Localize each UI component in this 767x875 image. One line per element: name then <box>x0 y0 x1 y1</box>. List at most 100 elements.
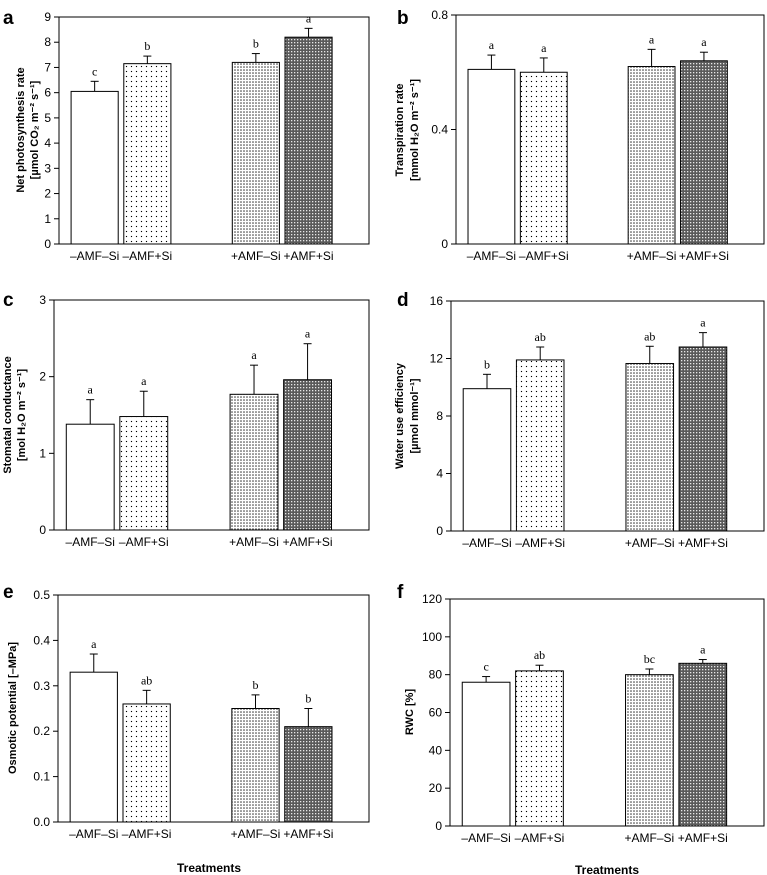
significance-letter: a <box>251 348 257 362</box>
category-label: +AMF+Si <box>283 827 333 841</box>
y-tick-label: 20 <box>429 781 443 795</box>
y-axis-label-line2: [µmol mmol⁻¹] <box>409 378 421 453</box>
plot-area: 0.0 0.1 0.2 0.3 0.4 0.5 a –AMF–Si ab –AMF+Si b +AMF… <box>33 588 370 841</box>
bar <box>119 416 169 531</box>
significance-letter: ab <box>141 673 152 687</box>
y-tick-label: 6 <box>44 86 51 100</box>
y-axis-label-line1: Stomatal conductance <box>2 356 14 473</box>
plot-frame <box>57 594 370 823</box>
y-tick-label: 16 <box>430 294 444 308</box>
significance-letter: a <box>88 383 94 397</box>
y-axis-label: RWC [%] <box>404 689 416 736</box>
panel-letter-a: a <box>3 8 14 29</box>
significance-letter: bc <box>644 652 655 666</box>
significance-letter: a <box>541 41 547 55</box>
y-tick-label: 60 <box>429 706 443 720</box>
bar <box>231 708 280 823</box>
y-axis-label-line1: Water use efficiency <box>394 362 406 469</box>
y-tick-label: 0 <box>441 237 448 251</box>
panel-c: c Stomatal conductance [mol H₂O m⁻² s⁻¹]… <box>2 290 370 549</box>
y-tick-label: 40 <box>429 743 443 757</box>
category-label: +AMF+Si <box>679 249 729 263</box>
bar <box>678 346 728 532</box>
panel-a: a Net photosynthesis rate [µmol CO₂ m⁻² … <box>3 8 370 263</box>
significance-letter: a <box>305 327 311 341</box>
y-tick-label: 8 <box>436 409 443 423</box>
plot-area: 0 0.4 0.8 a –AMF–Si a –AMF+Si a +AMF–Si a +AMF+Si <box>431 8 765 263</box>
y-tick-label: 12 <box>430 352 444 366</box>
y-tick-label: 80 <box>429 668 443 682</box>
significance-letter: b <box>252 678 258 692</box>
bar <box>680 60 728 245</box>
bar <box>284 36 333 245</box>
y-tick-label: 5 <box>44 111 51 125</box>
y-tick-label: 0 <box>436 524 443 538</box>
bar <box>231 61 280 245</box>
y-tick-label: 4 <box>44 136 51 150</box>
category-label: –AMF–Si <box>467 249 516 263</box>
y-axis-label-line1: Transpiration rate <box>394 84 406 177</box>
panel-letter-c: c <box>3 290 14 311</box>
significance-letter: ab <box>534 648 545 662</box>
significance-letter: a <box>700 643 706 657</box>
bar <box>123 63 172 245</box>
category-label: +AMF+Si <box>284 249 334 263</box>
plot-area: 0 1 2 3 4 5 6 7 8 9 c –AMF–Si b –AMF+Si b +AMF–Si a +AMF+… <box>44 10 370 263</box>
significance-letter: a <box>701 35 707 49</box>
panel-letter-f: f <box>397 582 404 603</box>
category-label: +AMF–Si <box>231 249 281 263</box>
x-axis-title: Treatments <box>177 861 241 875</box>
y-axis-label-line2: [µmol CO₂ m⁻² s⁻¹] <box>29 80 41 179</box>
y-tick-label: 0 <box>435 819 442 833</box>
category-label: –AMF–Si <box>69 827 118 841</box>
bar <box>678 662 728 827</box>
significance-letter: b <box>144 39 150 53</box>
significance-letter: b <box>484 357 490 371</box>
plot-frame <box>53 299 370 531</box>
panel-f: f RWC [%] 0 20 40 60 80 100 120 c –AMF–Si ab –AMF+… <box>397 582 765 875</box>
y-tick-label: 0.4 <box>431 123 448 137</box>
y-tick-label: 0 <box>39 523 46 537</box>
y-tick-label: 3 <box>44 161 51 175</box>
y-tick-label: 9 <box>44 10 51 24</box>
bar <box>283 379 333 531</box>
category-label: –AMF+Si <box>119 535 169 549</box>
significance-letter: b <box>305 692 311 706</box>
panel-letter-b: b <box>397 8 409 29</box>
bar <box>515 359 565 532</box>
significance-letter: a <box>700 316 706 330</box>
bar <box>461 681 511 827</box>
y-tick-label: 0.3 <box>33 679 50 693</box>
category-label: –AMF+Si <box>519 249 569 263</box>
category-label: +AMF–Si <box>229 535 279 549</box>
category-label: –AMF+Si <box>123 249 173 263</box>
significance-letter: a <box>306 11 312 25</box>
significance-letter: c <box>92 64 97 78</box>
bar <box>625 674 674 827</box>
significance-letter: a <box>91 637 97 651</box>
bar <box>229 393 279 531</box>
bar <box>69 671 118 823</box>
y-tick-label: 1 <box>44 212 51 226</box>
y-tick-label: 0.5 <box>33 588 50 602</box>
category-label: –AMF+Si <box>515 831 565 845</box>
significance-letter: a <box>141 374 147 388</box>
y-tick-label: 4 <box>436 467 443 481</box>
y-tick-label: 0.2 <box>33 724 50 738</box>
panel-e: e Osmotic potential [–MPa] 0.00.10.20.30… <box>3 582 370 875</box>
category-label: +AMF+Si <box>678 536 728 550</box>
category-label: –AMF–Si <box>462 536 511 550</box>
category-label: –AMF+Si <box>122 827 172 841</box>
significance-letter: ab <box>535 330 546 344</box>
y-tick-label: 120 <box>422 592 442 606</box>
bar <box>284 726 333 823</box>
significance-letter: c <box>483 660 488 674</box>
y-axis-label-line2: [mmol H₂O m⁻² s⁻¹] <box>409 79 421 181</box>
bar <box>70 90 119 245</box>
bar <box>467 68 516 245</box>
y-tick-label: 8 <box>44 35 51 49</box>
category-label: –AMF–Si <box>70 249 119 263</box>
y-tick-label: 0.1 <box>33 770 50 784</box>
significance-letter: a <box>649 32 655 46</box>
